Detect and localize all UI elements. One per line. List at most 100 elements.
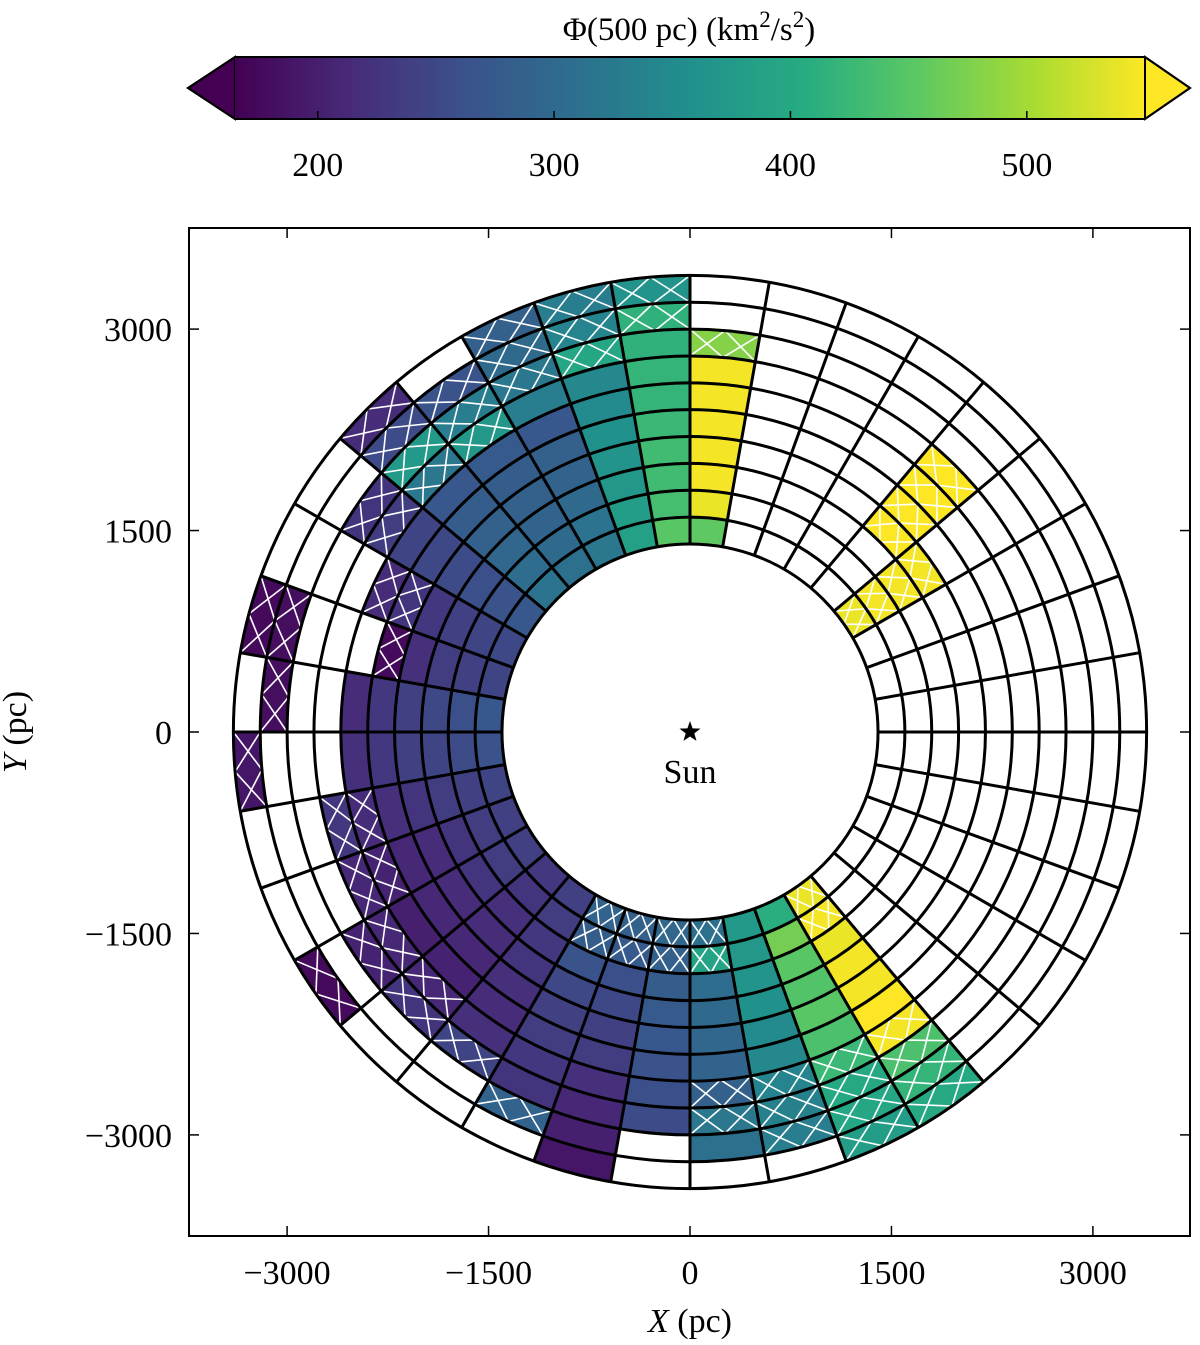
hatch-cross xyxy=(818,1057,892,1111)
hatch-cross xyxy=(364,490,423,558)
y-tick-label: 1500 xyxy=(104,514,172,551)
heatmap-cell xyxy=(561,361,630,404)
heatmap-cell xyxy=(800,1011,865,1061)
hatch-cross xyxy=(689,1075,756,1109)
heatmap-cell xyxy=(501,1034,571,1086)
heatmap-cell xyxy=(690,970,737,1001)
polar-gridlines xyxy=(231,273,1149,1191)
heatmap-cell xyxy=(690,409,746,442)
hatch-cross xyxy=(689,328,761,363)
heatmap-cell xyxy=(480,839,526,888)
heatmap-cell xyxy=(690,1128,765,1162)
hatch-cross xyxy=(336,851,388,921)
hatch-cross xyxy=(895,541,947,598)
heatmap-cell xyxy=(434,542,485,598)
heatmap-cell xyxy=(504,546,552,594)
sector-line xyxy=(833,437,1041,613)
heatmap-cell xyxy=(690,355,756,389)
hatch-cross xyxy=(345,787,388,852)
heatmap-cell xyxy=(690,1075,756,1109)
heatmap-cell xyxy=(620,329,690,362)
heatmap-cell xyxy=(462,805,504,853)
hatch-cross xyxy=(914,443,979,508)
heatmap-cell xyxy=(443,921,501,979)
hatch-cross xyxy=(386,570,435,632)
x-axis-label: X (pc) xyxy=(646,1303,732,1340)
colorbar-max-extension xyxy=(1144,55,1192,121)
heatmap-cell xyxy=(615,302,690,336)
heatmap-cell xyxy=(515,1011,580,1061)
hatch-cross xyxy=(616,908,658,944)
colorbar-tick-label: 500 xyxy=(1001,147,1052,184)
hatch-cross xyxy=(875,559,923,612)
heatmap-cell xyxy=(394,680,426,732)
heatmap-cell xyxy=(570,388,635,430)
colorbar-tick-label: 200 xyxy=(292,147,343,184)
heatmap-cell xyxy=(517,499,570,547)
heatmap-cell xyxy=(818,1057,892,1111)
sector-line xyxy=(460,335,598,570)
heatmap-cell xyxy=(448,999,516,1058)
hatch-cross xyxy=(340,382,414,456)
hatch-cross xyxy=(401,443,466,508)
sector-line xyxy=(339,437,547,613)
heatmap-cell xyxy=(434,866,485,922)
heatmap-cell xyxy=(648,943,690,974)
heatmap-cell xyxy=(690,996,742,1028)
sector-line xyxy=(240,651,506,701)
heatmap-cell xyxy=(616,520,658,556)
heatmap-cell xyxy=(394,732,426,784)
heatmap-cell xyxy=(387,507,444,571)
sector-line xyxy=(852,502,1087,640)
heatmap-cell xyxy=(528,987,589,1035)
heatmap-cell xyxy=(475,694,505,732)
sector-line xyxy=(721,916,771,1182)
heatmap-cell xyxy=(542,964,599,1010)
sector-line xyxy=(609,282,659,548)
hatch-cross xyxy=(431,382,503,445)
sector-line xyxy=(874,651,1140,701)
hatch-cross xyxy=(879,485,937,543)
x-tick-label: −3000 xyxy=(244,1255,331,1292)
hatch-cross xyxy=(319,792,363,861)
hatch-cross xyxy=(783,875,829,919)
heatmap-cell xyxy=(690,490,732,521)
sector-line xyxy=(460,894,598,1129)
y-tick-labels: 3000 1500 0 −1500 −3000 xyxy=(85,312,172,1155)
heatmap-cell xyxy=(690,329,760,362)
heatmap-cell xyxy=(552,335,625,379)
heatmap-cell xyxy=(690,943,732,974)
hatch-cross xyxy=(488,353,562,407)
heatmap-cell xyxy=(500,937,556,988)
heatmap-cell xyxy=(648,490,690,521)
sector-line xyxy=(532,302,628,556)
heatmap-cell xyxy=(750,1060,819,1103)
hatch-cross xyxy=(750,1059,819,1103)
heatmap-cell xyxy=(451,649,489,695)
sector-line xyxy=(293,502,528,640)
heatmap-cell xyxy=(525,852,570,897)
heatmap-cell xyxy=(410,879,464,940)
colorbar-min-extension xyxy=(186,55,236,121)
heatmap-cell xyxy=(437,814,481,867)
star-icon xyxy=(679,721,701,741)
sector-line xyxy=(721,282,771,548)
hatch-cross xyxy=(461,302,544,361)
heatmap-cell xyxy=(465,978,529,1035)
hatch-cross xyxy=(582,894,627,935)
heatmap-cell xyxy=(854,576,900,625)
heatmap-cell xyxy=(515,403,580,453)
heatmap-cell xyxy=(336,851,388,921)
heatmap-cell xyxy=(387,893,444,957)
heatmap-cell xyxy=(528,429,589,477)
heatmap-cell xyxy=(260,657,294,732)
heatmap-cell xyxy=(690,517,728,547)
heatmap-cell xyxy=(294,946,361,1026)
heatmap-cell xyxy=(504,870,552,918)
heatmap-cell xyxy=(361,842,411,907)
hatch-cross xyxy=(689,943,733,975)
x-tick-label: 3000 xyxy=(1059,1255,1127,1292)
heatmap-cell xyxy=(488,1057,562,1111)
y-tick-label: −1500 xyxy=(85,916,172,953)
heatmap-cell xyxy=(745,1034,810,1076)
